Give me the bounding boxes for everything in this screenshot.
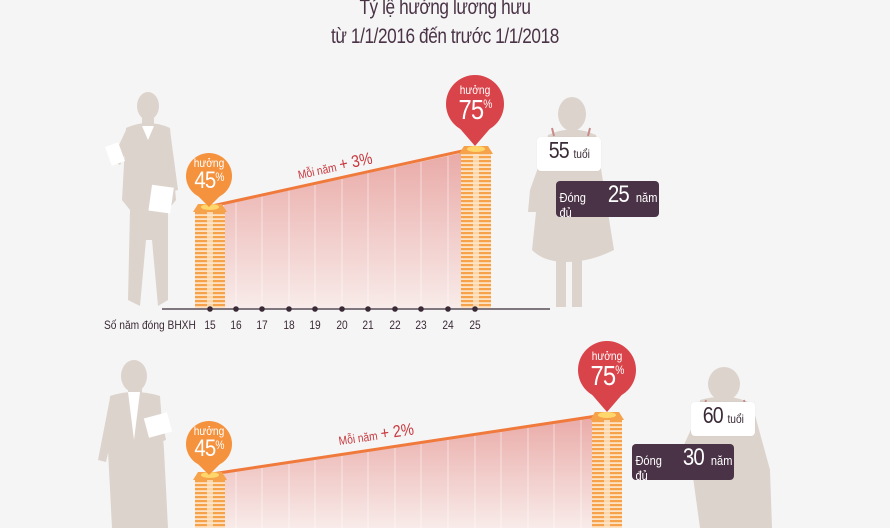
x-tick: 21 bbox=[362, 318, 374, 332]
chart2-start-pin bbox=[186, 421, 232, 475]
chart1-area bbox=[224, 150, 476, 308]
x-tick: 22 bbox=[389, 318, 401, 332]
chart1-start-pin-label: hưởng 45% bbox=[193, 156, 225, 194]
chart1-end-pin bbox=[446, 75, 504, 146]
x-axis-label: Số năm đóng BHXH bbox=[104, 318, 196, 332]
chart1-line bbox=[211, 146, 477, 208]
x-tick: 20 bbox=[336, 318, 348, 332]
chart2-end-pin bbox=[578, 341, 636, 412]
chart2-end-pin-label: hưởng 75% bbox=[590, 349, 624, 391]
x-tick: 17 bbox=[256, 318, 268, 332]
businessman-silhouette bbox=[98, 360, 168, 528]
x-tick: 25 bbox=[469, 318, 481, 332]
chart2-paid-box: Đóng đủ 30 năm bbox=[632, 444, 734, 483]
x-tick: 24 bbox=[442, 318, 454, 332]
chart-title-line2: từ 1/1/2016 đến trước 1/1/2018 bbox=[331, 25, 559, 48]
tie-icon bbox=[128, 392, 140, 440]
chart-title-line1: Tỷ lệ hưởng lương hưu bbox=[359, 0, 531, 19]
chart2-line bbox=[211, 412, 611, 476]
x-tick: 15 bbox=[204, 318, 216, 332]
chart1-end-pin-label: hưởng 75% bbox=[458, 83, 492, 125]
document-icon bbox=[105, 142, 125, 166]
folder-icon bbox=[148, 184, 174, 214]
chart2-area bbox=[224, 414, 608, 528]
x-tick: 16 bbox=[230, 318, 242, 332]
x-tick: 23 bbox=[415, 318, 427, 332]
chart1-start-pin bbox=[186, 153, 232, 207]
chart1-axis-dots bbox=[207, 306, 478, 312]
document-icon-2 bbox=[143, 412, 173, 438]
businesswoman-silhouette bbox=[112, 92, 178, 306]
chart2-start-pin-label: hưởng 45% bbox=[193, 424, 225, 462]
x-tick: 18 bbox=[283, 318, 295, 332]
x-tick: 19 bbox=[309, 318, 321, 332]
chart1-paid-box: Đóng đủ 25 năm bbox=[556, 181, 659, 220]
chart2-age-box: 60 tuổi bbox=[691, 402, 755, 436]
chart1-age-box: 55 tuổi bbox=[537, 137, 601, 171]
